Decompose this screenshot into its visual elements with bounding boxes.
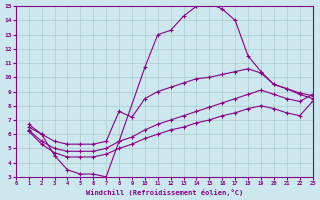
- X-axis label: Windchill (Refroidissement éolien,°C): Windchill (Refroidissement éolien,°C): [85, 189, 243, 196]
